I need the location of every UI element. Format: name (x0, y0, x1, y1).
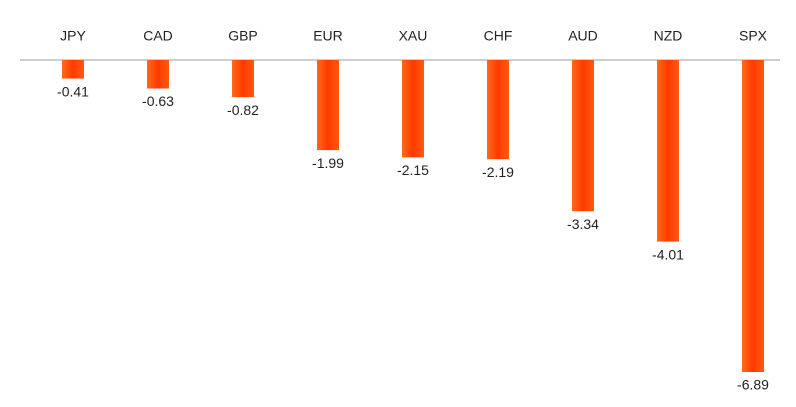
bar (402, 60, 424, 158)
category-label: CHF (484, 28, 513, 44)
value-label: -6.89 (737, 377, 769, 393)
value-label: -2.19 (482, 164, 514, 180)
bar (232, 60, 254, 98)
category-label: EUR (313, 28, 343, 44)
category-label: JPY (60, 28, 86, 44)
category-label: SPX (739, 28, 768, 44)
value-label: -0.82 (227, 102, 259, 118)
value-label: -0.63 (142, 93, 174, 109)
value-label: -0.41 (57, 83, 89, 99)
bar (62, 60, 84, 79)
value-label: -4.01 (652, 246, 684, 262)
value-label: -3.34 (567, 216, 599, 232)
value-label: -1.99 (312, 155, 344, 171)
bar (742, 60, 764, 372)
bar (487, 60, 509, 160)
bar (317, 60, 339, 151)
category-label: GBP (228, 28, 258, 44)
category-label: CAD (143, 28, 173, 44)
value-label: -2.15 (397, 162, 429, 178)
category-label: XAU (399, 28, 428, 44)
bar (572, 60, 594, 212)
bar (657, 60, 679, 242)
category-label: AUD (568, 28, 598, 44)
category-label: NZD (654, 28, 683, 44)
bar (147, 60, 169, 89)
